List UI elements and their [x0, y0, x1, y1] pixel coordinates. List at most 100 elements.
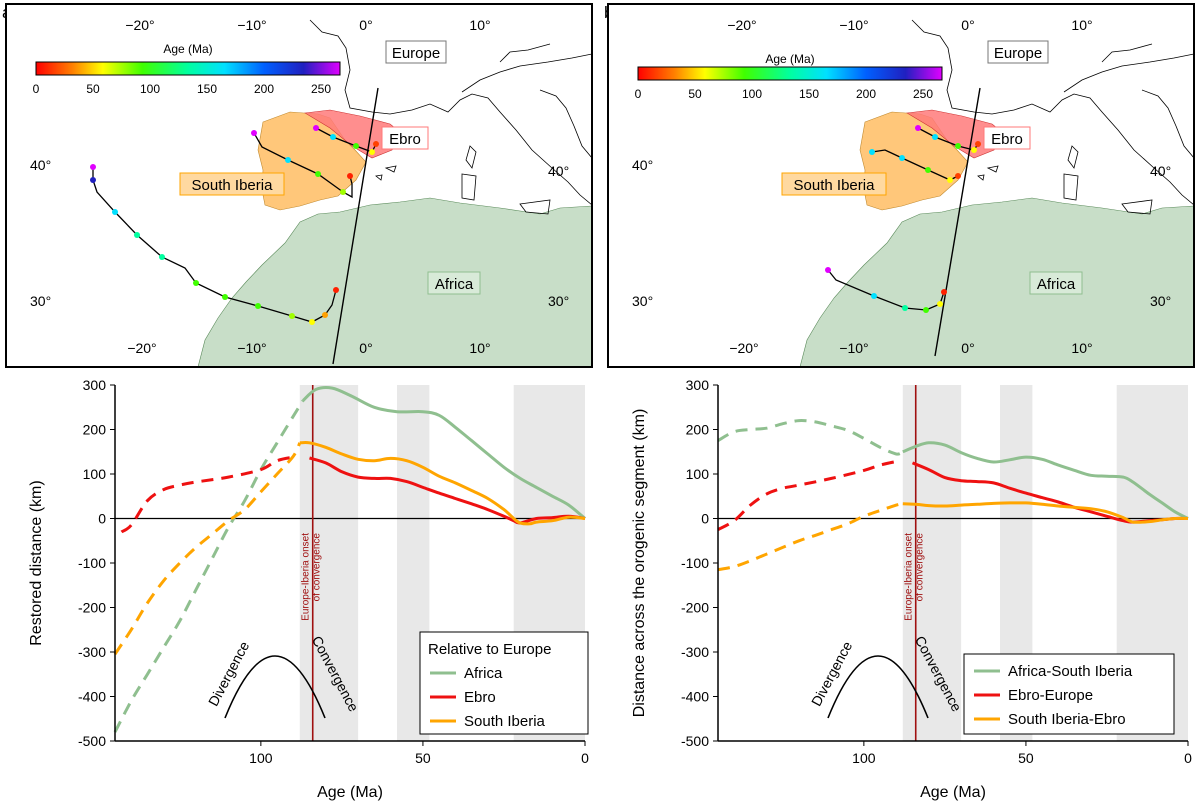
legend-item-2: South Iberia-Ebro [1008, 711, 1126, 728]
lon-labels-bottom-a: −20° −10° 0° 10° [127, 340, 490, 356]
series-2-dashed [113, 442, 302, 656]
svg-text:0°: 0° [359, 340, 372, 356]
y-tick-label: 200 [83, 422, 107, 438]
svg-text:−20°: −20° [127, 340, 156, 356]
svg-text:0: 0 [635, 87, 642, 101]
svg-text:30°: 30° [30, 293, 51, 309]
y-tick-label: 300 [686, 377, 710, 393]
svg-text:−10°: −10° [839, 340, 868, 356]
svg-text:−10°: −10° [237, 17, 266, 33]
label-iberia-a: South Iberia [192, 177, 274, 194]
legend-title: Relative to Europe [428, 641, 551, 658]
map-frame-b [607, 3, 1195, 368]
lon-labels-top-a: −20° −10° 0° 10° [125, 17, 490, 33]
y-tick-label: 300 [83, 377, 107, 393]
svg-text:50: 50 [86, 82, 100, 96]
y-tick-label: -200 [681, 600, 709, 616]
legend-item-0: Africa-South Iberia [1008, 663, 1133, 680]
label-africa-b: Africa [1037, 276, 1076, 293]
y-tick-label: -100 [78, 555, 106, 571]
series-2-dashed [717, 502, 904, 572]
label-ebro-b: Ebro [991, 131, 1023, 148]
x-tick-label: 50 [415, 750, 431, 766]
series-2-solid [902, 501, 1189, 524]
label-iberia-b: South Iberia [794, 177, 876, 194]
island-sicily [1121, 199, 1153, 215]
shaded-interval-0 [902, 385, 962, 741]
x-tick-label: 50 [1018, 750, 1034, 766]
colorbar-title-a: Age (Ma) [163, 42, 212, 56]
svg-text:−20°: −20° [727, 17, 756, 33]
x-tick-label: 100 [249, 750, 273, 766]
svg-text:0°: 0° [961, 340, 974, 356]
africa-region [799, 197, 1194, 367]
svg-text:100: 100 [742, 87, 762, 101]
lon-labels-top-b: −20° −10° 0° 10° [727, 17, 1092, 33]
svg-text:250: 250 [913, 87, 933, 101]
svg-text:10°: 10° [1071, 17, 1092, 33]
x-tick-label: 0 [1184, 750, 1192, 766]
segment-line [332, 87, 379, 365]
svg-text:30°: 30° [1150, 293, 1171, 309]
x-axis-label: Age (Ma) [920, 784, 986, 801]
map-panel-b: b) [604, 3, 1195, 368]
track-age-dots [825, 125, 981, 313]
y-tick-label: 100 [686, 466, 710, 482]
series-2-solid [299, 440, 586, 526]
y-tick-label: -400 [681, 689, 709, 705]
divergence-label: Divergence [808, 638, 855, 708]
onset-label: Europe-Iberia onsetof convergence [301, 533, 323, 621]
svg-text:40°: 40° [1150, 163, 1171, 179]
map-frame-a [5, 3, 593, 368]
colorbar-b: Age (Ma) 0 50 100 150 200 250 [635, 52, 943, 101]
europe-coastline-2 [461, 43, 592, 159]
svg-text:30°: 30° [632, 293, 653, 309]
svg-text:40°: 40° [632, 157, 653, 173]
y-tick-label: 100 [83, 466, 107, 482]
y-tick-label: -300 [681, 644, 709, 660]
svg-text:40°: 40° [30, 157, 51, 173]
island-sicily [519, 199, 551, 215]
label-africa-a: Africa [435, 276, 474, 293]
island-sardinia [1063, 173, 1079, 201]
lat-labels-a: 40° 30° 40° 30° [30, 157, 569, 309]
iberia-track [253, 132, 353, 199]
africa-region [197, 197, 592, 367]
svg-text:−20°: −20° [125, 17, 154, 33]
colorbar-a: Age (Ma) 0 50 100 150 200 250 [33, 42, 341, 96]
svg-text:10°: 10° [469, 340, 490, 356]
island-corsica [465, 145, 477, 169]
legend-item-1: Ebro-Europe [1008, 687, 1093, 704]
series-0-dashed [717, 419, 904, 456]
arch-sketch [827, 655, 929, 719]
island-balearic [375, 165, 397, 181]
svg-text:10°: 10° [1071, 340, 1092, 356]
y-axis-label: Restored distance (km) [28, 480, 45, 645]
europe-coastline [309, 19, 592, 206]
y-tick-label: -100 [681, 555, 709, 571]
svg-text:−10°: −10° [237, 340, 266, 356]
island-sardinia [461, 173, 477, 201]
legend-box [419, 631, 589, 735]
svg-text:100: 100 [140, 82, 160, 96]
series-0-solid [301, 386, 586, 520]
y-tick-label: -400 [78, 689, 106, 705]
y-axis-label: Distance across the orogenic segment (km… [631, 409, 648, 718]
track-age-dots [90, 125, 379, 325]
segment-line [934, 87, 981, 357]
y-tick-label: 0 [98, 511, 106, 527]
region-labels-b: Europe Ebro South Iberia Africa [781, 40, 1083, 295]
svg-text:30°: 30° [548, 293, 569, 309]
y-tick-label: -200 [78, 600, 106, 616]
svg-text:−20°: −20° [729, 340, 758, 356]
series-0-dashed [113, 399, 305, 733]
series-0-solid [902, 441, 1189, 520]
region-labels-a: Europe Ebro South Iberia Africa [179, 40, 481, 295]
divergence-label: Divergence [205, 638, 252, 708]
y-tick-label: 200 [686, 422, 710, 438]
y-tick-label: -500 [681, 733, 709, 749]
svg-text:200: 200 [254, 82, 274, 96]
label-ebro-a: Ebro [389, 131, 421, 148]
svg-text:−10°: −10° [839, 17, 868, 33]
svg-text:0°: 0° [359, 17, 372, 33]
